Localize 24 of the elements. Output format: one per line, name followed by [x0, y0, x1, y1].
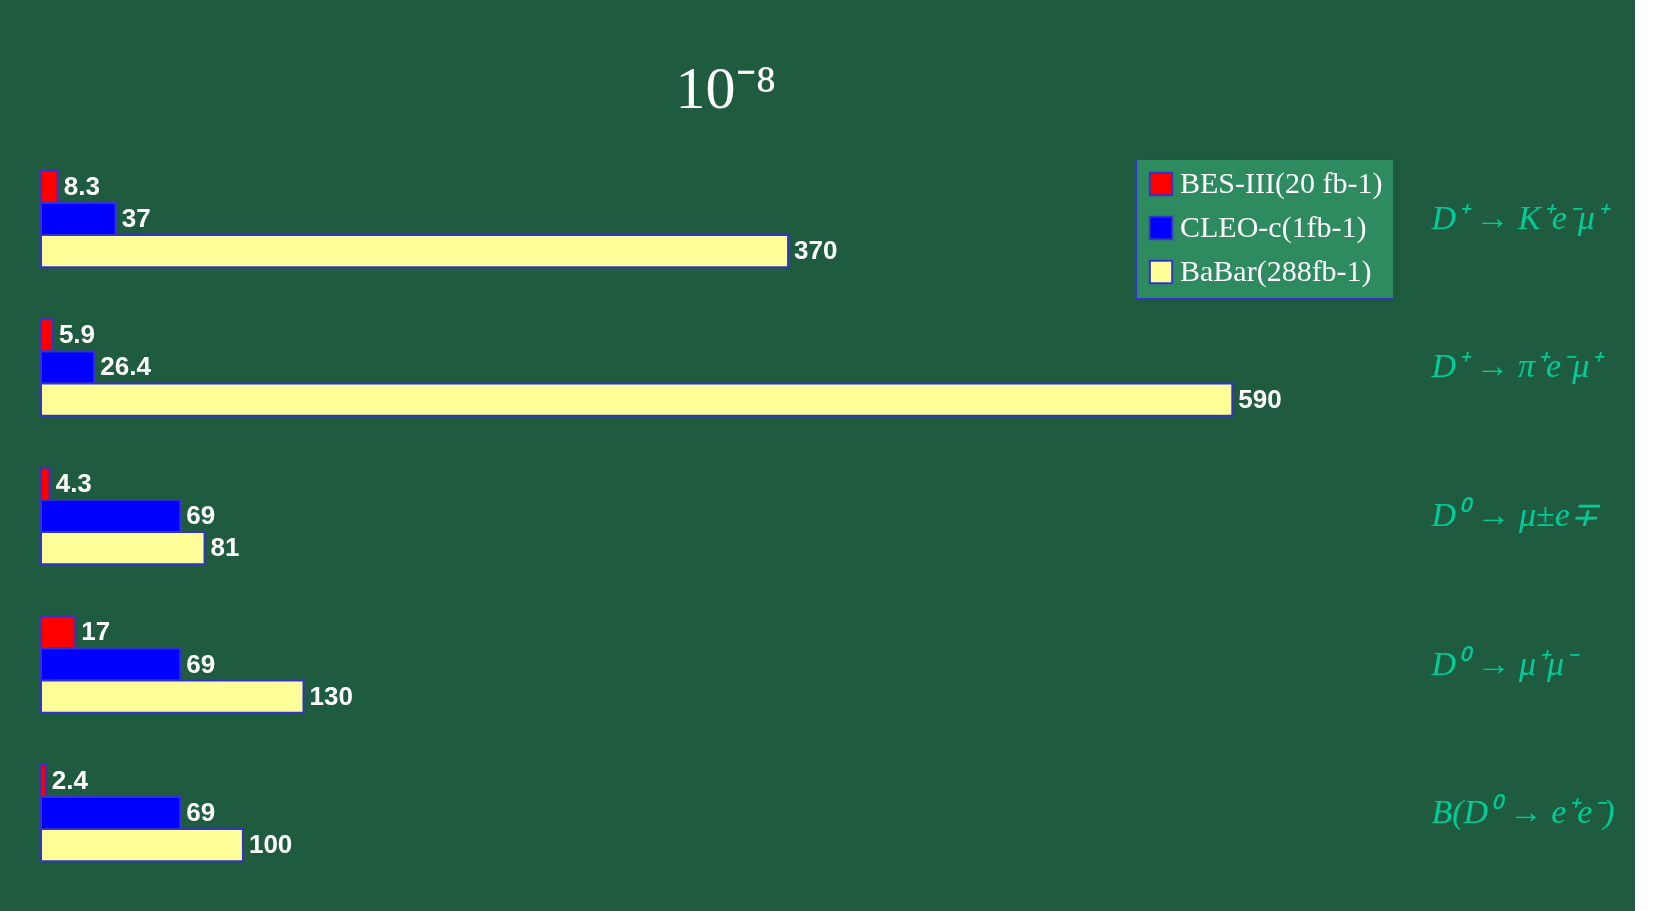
legend-label: CLEO-c(1fb-1) — [1180, 210, 1367, 244]
data-label: 26.4 — [100, 351, 152, 382]
data-label: 69 — [186, 648, 216, 679]
y-tick-label: B(D⁰ → e⁺e⁻) — [1431, 793, 1615, 832]
y-tick-label: D⁺ → K⁺e⁻μ⁺ — [1430, 198, 1611, 236]
legend-label: BES-III(20 fb-1) — [1180, 166, 1383, 200]
data-label: 69 — [186, 500, 216, 530]
data-label: 17 — [81, 616, 111, 647]
legend-label: BaBar(288fb-1) — [1180, 254, 1372, 288]
data-label: 5.9 — [58, 319, 96, 350]
data-label: 81 — [210, 532, 240, 563]
data-label: 100 — [248, 829, 293, 860]
chart-title: 10⁻⁸ — [675, 55, 777, 121]
y-tick-label: D⁰ → μ⁺μ⁻ — [1430, 644, 1581, 682]
data-label: 2.4 — [51, 764, 89, 795]
y-tick-label: D⁺ → π⁺e⁻μ⁺ — [1430, 347, 1606, 385]
y-tick-label: D⁰ → μ±e∓ — [1430, 496, 1601, 533]
data-label: 8.3 — [63, 170, 100, 201]
data-label: 4.3 — [55, 467, 92, 498]
data-label: 590 — [1238, 383, 1282, 414]
data-label: 370 — [794, 235, 838, 266]
data-label: 69 — [186, 797, 216, 828]
data-label: 130 — [309, 680, 353, 711]
data-label: 37 — [121, 202, 151, 233]
